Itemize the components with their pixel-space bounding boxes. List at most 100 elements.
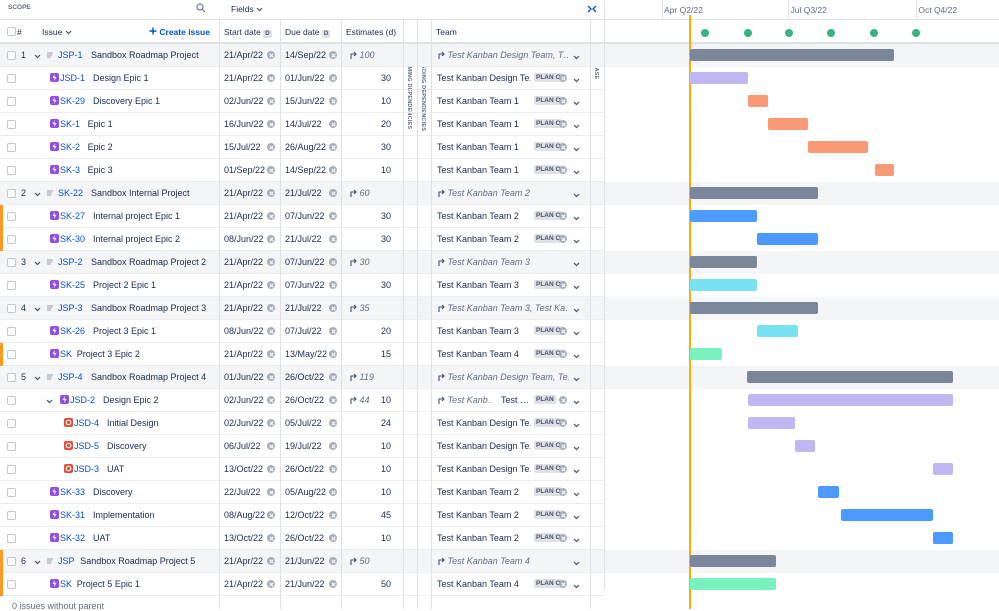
team-dropdown[interactable]: [573, 397, 580, 407]
clear-due[interactable]: [329, 281, 337, 289]
expand-toggle[interactable]: [34, 557, 41, 567]
row-checkbox[interactable]: [7, 235, 16, 244]
issue-key[interactable]: SK-30: [60, 234, 86, 244]
expand-toggle[interactable]: [34, 304, 41, 314]
schedule-bar[interactable]: [689, 302, 818, 314]
clear-start[interactable]: [267, 281, 275, 289]
row-checkbox[interactable]: [7, 281, 16, 290]
schedule-bar[interactable]: [689, 348, 722, 360]
team-dropdown[interactable]: [573, 328, 580, 338]
team-dropdown[interactable]: [573, 558, 580, 568]
expand-toggle[interactable]: [34, 51, 41, 61]
clear-due[interactable]: [329, 143, 337, 151]
clear-team[interactable]: [559, 350, 567, 358]
schedule-bar[interactable]: [795, 440, 815, 452]
row-checkbox[interactable]: [7, 304, 16, 313]
schedule-bar[interactable]: [748, 95, 768, 107]
row-checkbox[interactable]: [7, 51, 16, 60]
clear-due[interactable]: [329, 120, 337, 128]
clear-start[interactable]: [267, 327, 275, 335]
clear-due[interactable]: [329, 465, 337, 473]
clear-due[interactable]: [329, 189, 337, 197]
clear-team[interactable]: [559, 534, 567, 542]
clear-start[interactable]: [267, 258, 275, 266]
clear-due[interactable]: [329, 396, 337, 404]
team-dropdown[interactable]: [573, 75, 580, 85]
expand-toggle[interactable]: [46, 396, 53, 406]
row-checkbox[interactable]: [7, 258, 16, 267]
issue-key[interactable]: SK-2: [60, 142, 81, 152]
start-date-header[interactable]: Start date D: [224, 27, 272, 38]
team-dropdown[interactable]: [573, 351, 580, 361]
clear-team[interactable]: [559, 120, 567, 128]
issue-key[interactable]: SK-26: [60, 326, 86, 336]
clear-team[interactable]: [559, 235, 567, 243]
row-checkbox[interactable]: [7, 396, 16, 405]
team-dropdown[interactable]: [573, 535, 580, 545]
schedule-bar[interactable]: [807, 141, 868, 153]
schedule-bar[interactable]: [748, 394, 953, 406]
team-dropdown[interactable]: [573, 581, 580, 591]
clear-due[interactable]: [329, 51, 337, 59]
team-dropdown[interactable]: [573, 190, 580, 200]
clear-team[interactable]: [559, 281, 567, 289]
row-checkbox[interactable]: [7, 327, 16, 336]
schedule-bar[interactable]: [874, 164, 895, 176]
clear-team[interactable]: [559, 580, 567, 588]
clear-team[interactable]: [559, 166, 567, 174]
row-checkbox[interactable]: [7, 442, 16, 451]
issue-key[interactable]: JSP: [58, 556, 75, 566]
schedule-bar[interactable]: [689, 578, 776, 590]
team-dropdown[interactable]: [573, 167, 580, 177]
row-checkbox[interactable]: [7, 465, 16, 474]
clear-start[interactable]: [267, 304, 275, 312]
schedule-bar[interactable]: [933, 463, 953, 475]
expand-toggle[interactable]: [34, 373, 41, 383]
issue-key[interactable]: JSD-5: [74, 441, 100, 451]
issue-header[interactable]: Issue: [42, 27, 72, 37]
row-checkbox[interactable]: [7, 74, 16, 83]
team-dropdown[interactable]: [573, 121, 580, 131]
schedule-bar[interactable]: [841, 509, 934, 521]
clear-start[interactable]: [267, 465, 275, 473]
search-icon[interactable]: [196, 3, 206, 13]
team-dropdown[interactable]: [573, 420, 580, 430]
schedule-bar[interactable]: [689, 210, 757, 222]
issue-key[interactable]: JSD-4: [74, 418, 100, 428]
team-dropdown[interactable]: [573, 52, 580, 62]
issue-key[interactable]: SK-29: [60, 96, 86, 106]
clear-due[interactable]: [329, 534, 337, 542]
team-dropdown[interactable]: [573, 374, 580, 384]
create-issue-button[interactable]: Create issue: [149, 27, 210, 37]
schedule-bar[interactable]: [689, 49, 895, 61]
clear-due[interactable]: [329, 511, 337, 519]
team-dropdown[interactable]: [573, 443, 580, 453]
issue-key[interactable]: JSP-4: [58, 372, 83, 382]
row-checkbox[interactable]: [7, 488, 16, 497]
team-dropdown[interactable]: [573, 305, 580, 315]
expand-toggle[interactable]: [34, 189, 41, 199]
clear-start[interactable]: [267, 419, 275, 427]
clear-due[interactable]: [329, 166, 337, 174]
clear-start[interactable]: [267, 534, 275, 542]
row-checkbox[interactable]: [7, 189, 16, 198]
schedule-bar[interactable]: [689, 555, 776, 567]
clear-due[interactable]: [329, 304, 337, 312]
clear-team[interactable]: [559, 143, 567, 151]
issue-key[interactable]: JSD-3: [74, 464, 100, 474]
row-checkbox[interactable]: [7, 166, 16, 175]
clear-team[interactable]: [559, 465, 567, 473]
row-checkbox[interactable]: [7, 350, 16, 359]
clear-due[interactable]: [329, 212, 337, 220]
row-checkbox[interactable]: [7, 212, 16, 221]
clear-due[interactable]: [329, 97, 337, 105]
issue-key[interactable]: JSP-2: [58, 257, 83, 267]
issue-key[interactable]: SK-22: [58, 188, 84, 198]
issue-key[interactable]: SK-31: [60, 510, 86, 520]
row-checkbox[interactable]: [7, 534, 16, 543]
clear-team[interactable]: [559, 74, 567, 82]
row-checkbox[interactable]: [7, 373, 16, 382]
clear-start[interactable]: [267, 511, 275, 519]
issue-key[interactable]: SK-3: [60, 165, 81, 175]
schedule-bar[interactable]: [756, 325, 799, 337]
